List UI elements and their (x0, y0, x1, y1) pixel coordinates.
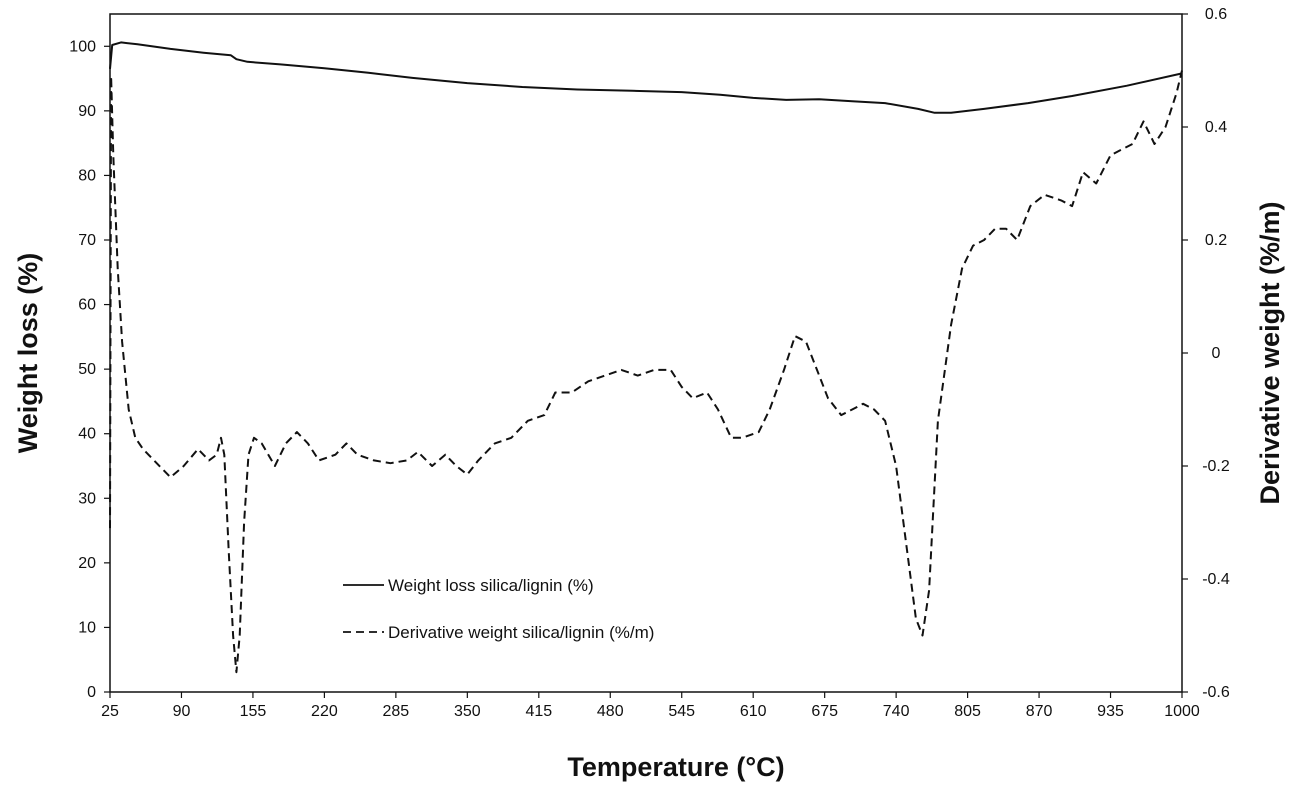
y-left-tick-label: 10 (78, 619, 96, 636)
y-right-tick-label: -0.4 (1202, 571, 1230, 588)
x-tick-label: 350 (454, 703, 481, 720)
y-left-tick-label: 50 (78, 361, 96, 378)
y-left-tick-label: 0 (87, 684, 96, 701)
y-left-tick-label: 100 (69, 38, 96, 55)
x-tick-label: 25 (101, 703, 119, 720)
y-left-tick-label: 30 (78, 490, 96, 507)
y-right-tick-label: 0.2 (1205, 232, 1227, 249)
x-tick-label: 1000 (1164, 703, 1200, 720)
x-tick-label: 415 (525, 703, 552, 720)
y-left-tick-label: 90 (78, 103, 96, 120)
y-right-tick-label: -0.2 (1202, 458, 1230, 475)
plot-area-frame (109, 13, 1183, 693)
legend-label-derivative: Derivative weight silica/lignin (%/m) (388, 623, 654, 642)
x-tick-label: 155 (240, 703, 267, 720)
y-right-tick-label: -0.6 (1202, 684, 1230, 701)
x-tick-label: 675 (811, 703, 838, 720)
y-left-tick-label: 60 (78, 297, 96, 314)
x-tick-label: 610 (740, 703, 767, 720)
legend-label-weight-loss: Weight loss silica/lignin (%) (388, 576, 594, 595)
y-right-axis-title: Derivative weight (%/m) (1255, 201, 1285, 504)
y-right-axis-ticks: -0.6 -0.4 -0.2 0 0.2 0.4 0.6 (1182, 6, 1230, 701)
series-layer (109, 41, 1183, 674)
x-tick-label: 935 (1097, 703, 1124, 720)
series-line-derivative-weight (109, 70, 1183, 674)
y-left-tick-label: 40 (78, 426, 96, 443)
x-tick-label: 90 (173, 703, 191, 720)
x-tick-label: 480 (597, 703, 624, 720)
x-tick-label: 220 (311, 703, 338, 720)
x-tick-label: 805 (954, 703, 981, 720)
series-line-weight-loss (109, 41, 1183, 114)
y-left-axis-title: Weight loss (%) (13, 253, 43, 454)
x-tick-label: 740 (883, 703, 910, 720)
y-left-tick-label: 20 (78, 555, 96, 572)
y-right-tick-label: 0.4 (1205, 119, 1227, 136)
legend: Weight loss silica/lignin (%) Derivative… (343, 576, 654, 642)
y-right-tick-label: 0.6 (1205, 6, 1227, 23)
y-left-axis-ticks: 0 10 20 30 40 50 60 70 80 90 100 (69, 38, 110, 701)
y-right-tick-label: 0 (1212, 345, 1221, 362)
x-tick-label: 285 (383, 703, 410, 720)
x-axis-ticks: 25 90 155 220 285 350 415 480 545 610 675 740 805 870… (101, 692, 1200, 720)
x-tick-label: 545 (668, 703, 695, 720)
x-axis-title: Temperature (°C) (567, 752, 784, 782)
y-left-tick-label: 70 (78, 232, 96, 249)
x-tick-label: 870 (1026, 703, 1053, 720)
y-left-tick-label: 80 (78, 167, 96, 184)
